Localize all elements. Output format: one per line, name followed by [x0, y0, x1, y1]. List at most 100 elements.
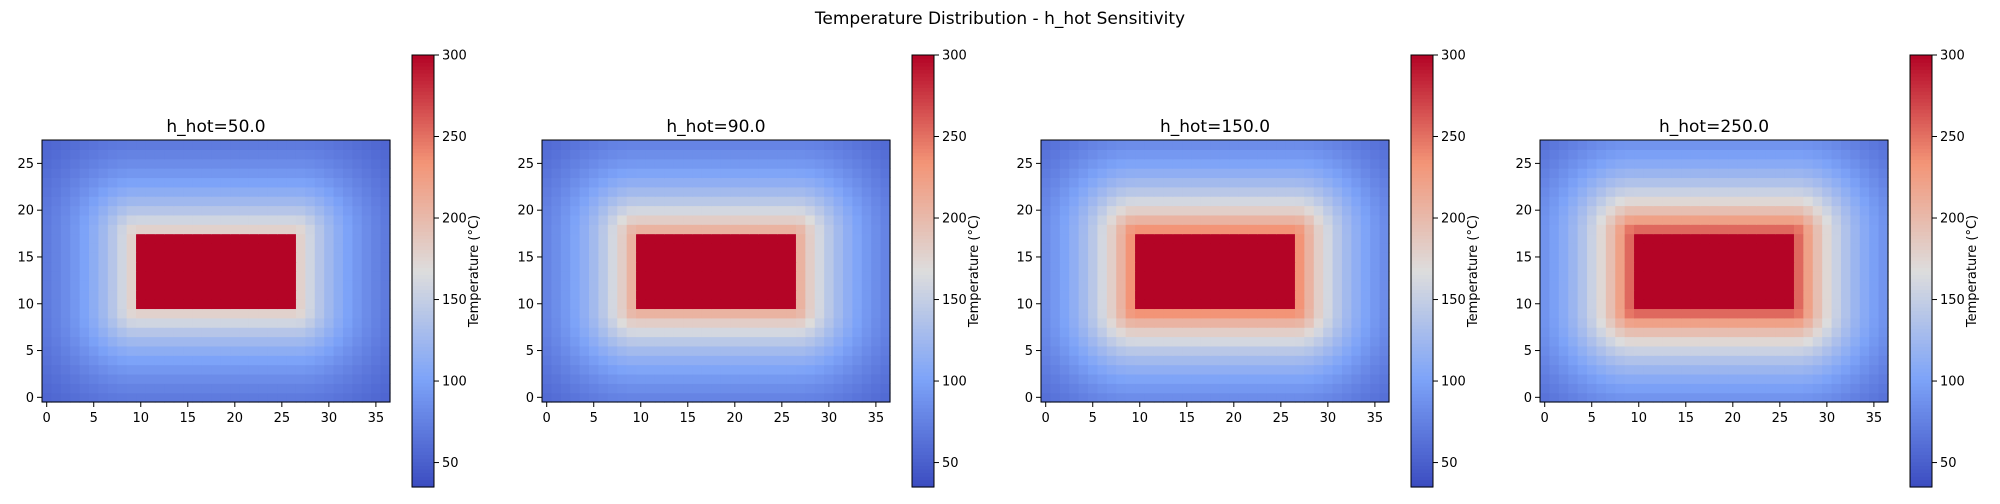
heatmap-cell	[305, 261, 316, 272]
heatmap-cell	[814, 299, 825, 310]
heatmap-cell	[98, 336, 109, 347]
heatmap-cell	[1812, 233, 1823, 244]
heatmap-cell	[239, 168, 250, 179]
heatmap-cell	[1135, 261, 1146, 272]
heatmap-cell	[654, 186, 665, 197]
heatmap-cell	[626, 280, 637, 291]
heatmap-cell	[248, 261, 259, 272]
heatmap-cell	[1135, 149, 1146, 160]
heatmap-cell	[795, 317, 806, 328]
heatmap-cell	[107, 364, 118, 375]
heatmap-cell	[239, 345, 250, 356]
heatmap-cell	[1699, 168, 1710, 179]
heatmap-cell	[880, 177, 891, 188]
heatmap-cell	[1257, 233, 1268, 244]
colorbar-segment	[1411, 465, 1433, 470]
heatmap-cell	[1859, 271, 1870, 281]
colorbar-segment	[412, 155, 434, 160]
heatmap-cell	[1568, 233, 1579, 244]
heatmap-cell	[795, 158, 806, 169]
heatmap-cell	[1746, 149, 1757, 160]
heatmap-cell	[324, 280, 335, 291]
colorbar-segment	[1910, 411, 1932, 416]
colorbar-segment	[912, 397, 934, 402]
heatmap-cell	[98, 392, 109, 403]
heatmap-cell	[1266, 205, 1277, 216]
heatmap-cell	[1341, 280, 1352, 291]
heatmap-cell	[79, 205, 90, 216]
heatmap-cell	[1247, 327, 1258, 338]
heatmap-cell	[248, 317, 259, 328]
heatmap-cell	[60, 149, 71, 160]
heatmap-cell	[305, 214, 316, 225]
heatmap-cell	[786, 355, 797, 366]
heatmap-cell	[1069, 271, 1080, 281]
heatmap-cell	[664, 233, 675, 244]
heatmap-cell	[277, 242, 288, 253]
heatmap-cell	[1266, 383, 1277, 394]
heatmap-cell	[1803, 345, 1814, 356]
heatmap-cell	[551, 392, 562, 403]
heatmap-cell	[1182, 280, 1193, 291]
heatmap-cell	[1191, 327, 1202, 338]
heatmap-cell	[1671, 242, 1682, 253]
heatmap-cell	[833, 373, 844, 384]
heatmap-cell	[1765, 317, 1776, 328]
heatmap-cell	[758, 242, 769, 253]
heatmap-cell	[1878, 345, 1889, 356]
heatmap-cell	[201, 140, 212, 150]
heatmap-cell	[1775, 214, 1786, 225]
heatmap-cell	[1125, 149, 1136, 160]
heatmap-cell	[371, 392, 382, 403]
heatmap-cell	[286, 317, 297, 328]
heatmap-cell	[1596, 205, 1607, 216]
heatmap-cell	[1097, 364, 1108, 375]
heatmap-cell	[51, 177, 62, 188]
heatmap-cell	[1568, 345, 1579, 356]
heatmap-cell	[1568, 289, 1579, 300]
heatmap-cell	[1746, 271, 1757, 281]
heatmap-cell	[1247, 392, 1258, 403]
colorbar-label: Temperature (°C)	[467, 215, 482, 328]
heatmap-cell	[220, 383, 231, 394]
heatmap-cell	[1332, 299, 1343, 310]
heatmap-cell	[1257, 383, 1268, 394]
heatmap-cell	[1285, 224, 1296, 235]
colorbar-segment	[412, 245, 434, 250]
heatmap-cell	[1135, 214, 1146, 225]
heatmap-cell	[1379, 196, 1390, 207]
heatmap-cell	[607, 345, 618, 356]
colorbar-segment	[912, 361, 934, 366]
heatmap-cell	[795, 383, 806, 394]
heatmap-cell	[1106, 242, 1117, 253]
heatmap-cell	[1172, 280, 1183, 291]
heatmap-cell	[1341, 327, 1352, 338]
colorbar-segment	[912, 155, 934, 160]
heatmap-cell	[1784, 317, 1795, 328]
heatmap-cell	[314, 205, 325, 216]
colorbar-segment	[912, 281, 934, 286]
colorbar-segment	[1910, 188, 1932, 193]
heatmap-cell	[1041, 355, 1052, 366]
heatmap-cell	[730, 149, 741, 160]
heatmap-cell	[1728, 289, 1739, 300]
heatmap-cell	[1210, 271, 1221, 281]
heatmap-cell	[145, 383, 156, 394]
heatmap-cell	[1549, 271, 1560, 281]
heatmap-cell	[861, 336, 872, 347]
heatmap-cell	[79, 140, 90, 150]
heatmap-cell	[861, 364, 872, 375]
heatmap-cell	[1869, 186, 1880, 197]
heatmap-cell	[314, 233, 325, 244]
heatmap-cell	[852, 140, 863, 150]
heatmap-cell	[324, 336, 335, 347]
heatmap-cell	[154, 289, 165, 300]
heatmap-cell	[1106, 373, 1117, 384]
heatmap-cell	[701, 186, 712, 197]
colorbar-segment	[412, 382, 434, 387]
heatmap-cell	[1238, 355, 1249, 366]
heatmap-cell	[361, 364, 372, 375]
heatmap-cell	[1153, 224, 1164, 235]
heatmap-cell	[1737, 140, 1748, 150]
heatmap-cell	[145, 392, 156, 403]
